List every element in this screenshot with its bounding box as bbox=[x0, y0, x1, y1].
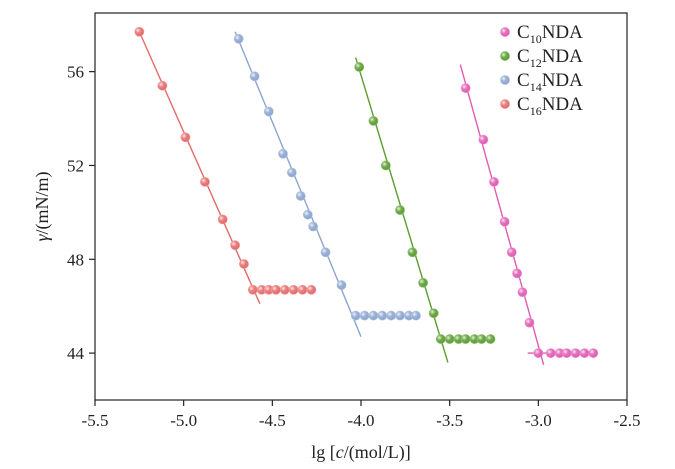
data-points bbox=[134, 26, 599, 358]
c12nda-point bbox=[485, 334, 496, 344]
y-tick-label: 48 bbox=[67, 250, 84, 269]
c14nda-point bbox=[377, 310, 388, 321]
c10nda-point bbox=[570, 348, 581, 358]
c10nda-point bbox=[554, 348, 565, 358]
c14nda-point bbox=[320, 247, 331, 258]
c10nda-point bbox=[561, 348, 572, 358]
c16nda-point bbox=[200, 176, 210, 187]
c14nda-point bbox=[278, 148, 288, 159]
c10nda-point bbox=[506, 247, 517, 258]
c16nda-point bbox=[306, 284, 317, 295]
c10nda-point bbox=[524, 317, 535, 328]
c16nda-point bbox=[288, 284, 299, 295]
c10nda-point bbox=[489, 176, 499, 187]
c14nda-point bbox=[336, 280, 347, 290]
c16nda-point bbox=[297, 284, 308, 295]
c16nda-point bbox=[247, 284, 258, 295]
c14nda-point bbox=[395, 310, 405, 321]
c12nda-point bbox=[435, 334, 446, 344]
x-tick-label: -5.5 bbox=[82, 411, 109, 430]
c14nda-point bbox=[386, 310, 397, 321]
legend-label: C16NDA bbox=[517, 94, 583, 118]
legend-label: C12NDA bbox=[517, 46, 583, 70]
c14nda-point bbox=[308, 221, 319, 232]
legend-marker bbox=[500, 27, 510, 37]
c14nda-point bbox=[403, 310, 414, 321]
c16nda-point bbox=[270, 284, 281, 295]
c14nda-point bbox=[286, 167, 297, 178]
c16nda-point bbox=[180, 132, 191, 143]
c14nda-point bbox=[359, 310, 370, 321]
c10nda-point bbox=[588, 348, 599, 358]
c10nda-point bbox=[517, 287, 528, 298]
x-tick-label: -3.0 bbox=[525, 411, 552, 430]
c12nda-point bbox=[368, 115, 379, 126]
c12nda-point bbox=[453, 334, 464, 344]
c14nda-point bbox=[233, 33, 244, 44]
c10nda-point bbox=[579, 348, 590, 358]
y-axis-title: γ/(mN/m) bbox=[32, 171, 53, 241]
c16nda-point bbox=[217, 214, 228, 225]
y-tick-label: 44 bbox=[67, 344, 85, 363]
legend-item-c16nda: C16NDA bbox=[500, 94, 583, 118]
c10nda-point bbox=[512, 268, 522, 279]
c10nda-point bbox=[460, 83, 471, 93]
c14nda-point bbox=[263, 106, 274, 117]
c14nda-point bbox=[368, 310, 379, 321]
c16nda-fit-line bbox=[138, 31, 261, 305]
x-tick-label: -3.5 bbox=[436, 411, 463, 430]
c12nda-point bbox=[444, 334, 455, 344]
legend-marker bbox=[500, 51, 510, 61]
c16nda-point bbox=[256, 284, 267, 295]
c16nda-point bbox=[239, 259, 249, 269]
c16nda-point bbox=[263, 284, 274, 295]
x-tick-label: -2.5 bbox=[614, 411, 641, 430]
c12nda-point bbox=[428, 308, 439, 319]
c16nda-point bbox=[279, 284, 290, 295]
c12nda-point bbox=[407, 247, 418, 258]
legend-item-c10nda: C10NDA bbox=[500, 22, 583, 46]
c10nda-point bbox=[499, 216, 510, 227]
y-tick-label: 52 bbox=[67, 156, 84, 175]
c12nda-point bbox=[354, 62, 365, 72]
x-tick-label: -4.5 bbox=[259, 411, 286, 430]
legend-label: C14NDA bbox=[517, 70, 583, 94]
legend-item-c12nda: C12NDA bbox=[500, 46, 583, 70]
legend-marker bbox=[500, 75, 510, 85]
c14nda-point bbox=[302, 209, 313, 220]
c10nda-point bbox=[478, 134, 489, 145]
c12nda-point bbox=[380, 160, 391, 171]
c10nda-point bbox=[533, 348, 544, 358]
c16nda-point bbox=[134, 26, 145, 37]
c14nda-point bbox=[249, 71, 260, 82]
legend-label: C10NDA bbox=[517, 22, 583, 46]
y-tick-label: 56 bbox=[67, 63, 84, 82]
c10nda-point bbox=[545, 348, 556, 358]
c14nda-point bbox=[350, 310, 361, 321]
x-tick-label: -4.0 bbox=[348, 411, 375, 430]
c12nda-point bbox=[418, 277, 428, 288]
c14nda-point bbox=[411, 310, 421, 321]
x-axis-title: lg [c/(mol/L)] bbox=[311, 442, 410, 463]
c12nda-point bbox=[395, 205, 405, 215]
c14nda-point bbox=[295, 191, 306, 201]
c10nda-fit-line bbox=[459, 64, 545, 366]
legend-marker bbox=[500, 99, 510, 109]
x-tick-label: -5.0 bbox=[170, 411, 197, 430]
c16nda-point bbox=[230, 240, 240, 251]
axis-ticks: -5.5 -5.0 -4.5 -4.0 -3.5 -3.0 -2.5 44 48 52 56 bbox=[67, 63, 640, 430]
c16nda-point bbox=[157, 80, 168, 91]
legend-item-c14nda: C14NDA bbox=[500, 70, 583, 94]
c12nda-point bbox=[460, 334, 471, 344]
c12nda-point bbox=[476, 334, 487, 344]
